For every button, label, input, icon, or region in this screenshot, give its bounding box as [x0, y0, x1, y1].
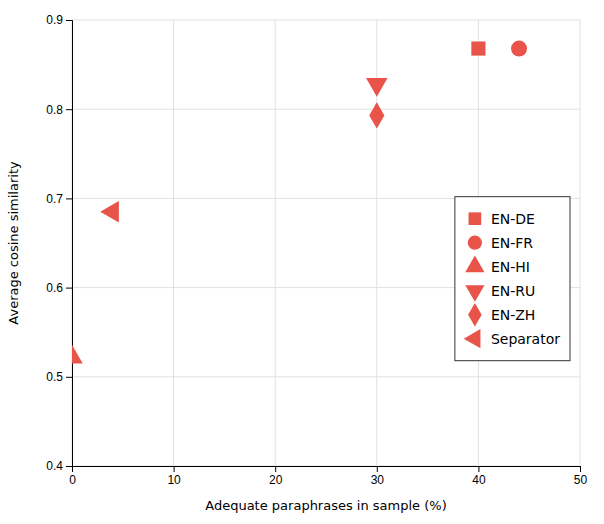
- y-axis: 0.4 0.5 0.6 0.7 0.8 0.9: [46, 13, 72, 473]
- series: [471, 41, 485, 55]
- y-tick-mark: [66, 20, 72, 21]
- x-tick: 10: [167, 466, 181, 487]
- legend-symbol: [465, 285, 484, 302]
- legend: EN-DE EN-FR EN-HI EN-RU EN-ZH Separator: [455, 197, 570, 361]
- point: [366, 78, 387, 97]
- legend-label: EN-RU: [491, 283, 535, 299]
- legend-label: EN-DE: [491, 211, 535, 227]
- y-tick-mark: [66, 109, 72, 110]
- legend-item: EN-RU: [465, 283, 535, 302]
- y-tick: 0.5: [46, 370, 72, 384]
- y-tick-label: 0.9: [46, 13, 63, 27]
- y-tick-label: 0.7: [46, 192, 63, 206]
- x-tick-mark: [478, 466, 479, 472]
- series: [72, 345, 83, 364]
- legend-symbol: [465, 256, 484, 273]
- legend-item: EN-FR: [468, 235, 534, 251]
- x-axis-line: [73, 467, 581, 473]
- y-grid-line: [72, 109, 580, 110]
- point: [511, 41, 527, 57]
- x-tick-label: 10: [167, 473, 181, 487]
- y-tick-mark: [66, 466, 72, 467]
- series: [100, 201, 119, 222]
- y-tick-mark: [66, 377, 72, 378]
- legend-label: EN-ZH: [491, 307, 536, 323]
- legend-item: Separator: [464, 329, 560, 348]
- x-tick-mark: [377, 466, 378, 472]
- legend-item: EN-DE: [469, 211, 535, 227]
- y-tick: 0.7: [46, 192, 72, 206]
- y-tick: 0.8: [46, 103, 72, 117]
- y-tick-label: 0.5: [46, 370, 63, 384]
- y-axis-line: [66, 21, 73, 467]
- x-grid-line: [275, 20, 276, 466]
- x-tick-label: 30: [371, 473, 385, 487]
- legend-label: EN-HI: [491, 259, 530, 275]
- y-axis-title: Average cosine similarity: [6, 161, 21, 325]
- x-tick: 0: [69, 466, 76, 487]
- y-tick-label: 0.8: [46, 103, 63, 117]
- x-axis-title: Adequate paraphrases in sample (%): [205, 498, 446, 513]
- y-tick: 0.9: [46, 13, 72, 27]
- y-tick: 0.4: [46, 459, 72, 473]
- y-tick-mark: [66, 288, 72, 289]
- legend-box: [455, 197, 570, 361]
- legend-symbol: [468, 236, 482, 250]
- x-tick-mark: [174, 466, 175, 472]
- y-tick-label: 0.4: [46, 459, 63, 473]
- point: [72, 345, 83, 364]
- point: [100, 201, 119, 222]
- chart: 010203040500.40.50.60.70.80.9EN-DEEN-FRE…: [0, 0, 604, 524]
- x-tick: 40: [472, 466, 486, 487]
- legend-symbol: [469, 212, 482, 225]
- series: [366, 78, 387, 97]
- x-tick: 20: [269, 466, 283, 487]
- series: [369, 102, 384, 128]
- legend-symbol: [464, 329, 481, 348]
- x-grid-line: [580, 20, 581, 466]
- y-grid-line: [72, 20, 580, 21]
- x-tick-mark: [580, 466, 581, 472]
- x-tick-label: 0: [69, 473, 76, 487]
- legend-item: EN-HI: [465, 256, 530, 275]
- y-tick: 0.6: [46, 281, 72, 295]
- point: [471, 41, 485, 55]
- x-tick-label: 20: [269, 473, 283, 487]
- y-grid-line: [72, 376, 580, 377]
- x-tick-label: 50: [574, 473, 588, 487]
- legend-symbol: [468, 303, 482, 327]
- y-tick-label: 0.6: [46, 281, 63, 295]
- point: [369, 102, 384, 128]
- y-tick-mark: [66, 198, 72, 199]
- legend-item: EN-ZH: [468, 303, 535, 327]
- x-axis: 0 10 20 30 40 50: [69, 466, 587, 487]
- x-tick: 30: [371, 466, 385, 487]
- series: [511, 41, 527, 57]
- x-tick-mark: [275, 466, 276, 472]
- plot: 010203040500.40.50.60.70.80.9EN-DEEN-FRE…: [46, 13, 587, 486]
- legend-label: Separator: [491, 331, 560, 347]
- x-grid-line: [173, 20, 174, 466]
- x-tick-label: 40: [472, 473, 486, 487]
- grid: [72, 20, 580, 466]
- x-tick: 50: [574, 466, 588, 487]
- legend-label: EN-FR: [491, 235, 533, 251]
